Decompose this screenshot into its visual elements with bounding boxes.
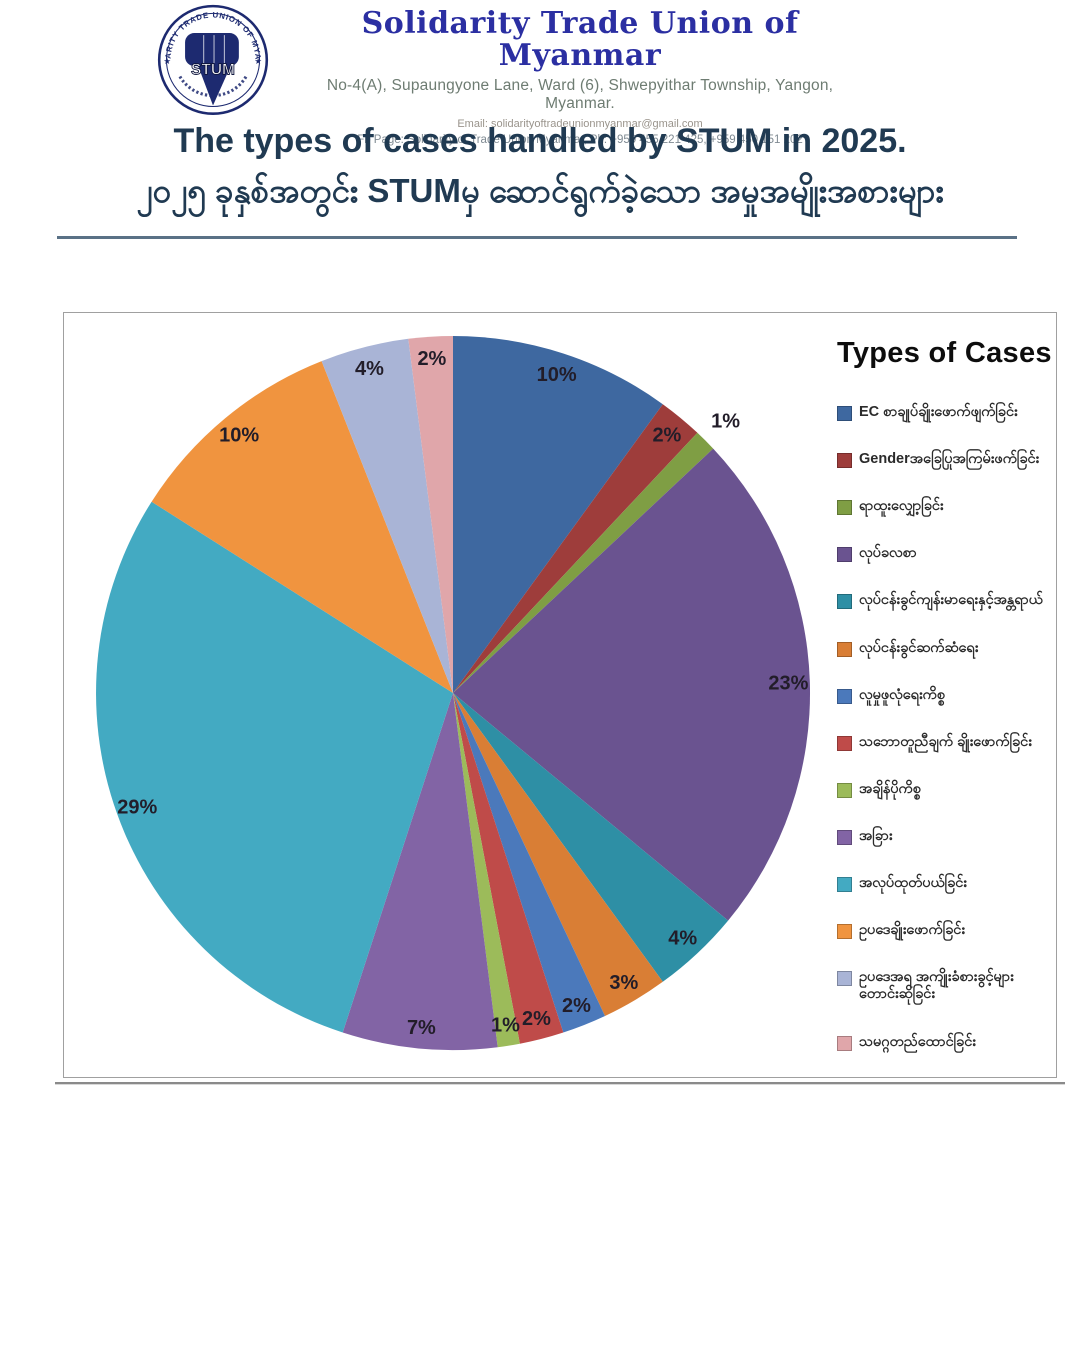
legend-item: သမဂ္ဂတည်ထောင်ခြင်း	[837, 1034, 1052, 1051]
logo-star-right: ★	[254, 57, 261, 66]
legend-item-label: ဥပဒေချိုးဖောက်ခြင်း	[859, 922, 966, 939]
legend-item-label: အခြား	[859, 827, 893, 844]
stum-logo: SOLIDARITY TRADE UNION OF MYANMAR ★ ★ ST…	[149, 0, 273, 122]
legend-title: Types of Cases	[837, 337, 1052, 369]
legend-item-label: Genderအခြေပြုအကြမ်းဖက်ခြင်း	[859, 451, 1040, 468]
legend-item: EC စာချုပ်ချိုးဖောက်ဖျက်ခြင်း	[837, 404, 1052, 421]
fist-arm	[197, 64, 231, 106]
legend-item-label: သမဂ္ဂတည်ထောင်ခြင်း	[859, 1033, 976, 1050]
legend-item: သဘောတူညီချက် ချိုးဖောက်ခြင်း	[837, 734, 1052, 751]
legend-swatch-icon	[837, 1035, 852, 1051]
pie-slice-label: 4%	[355, 358, 384, 380]
pie-slice-label: 4%	[668, 928, 697, 950]
legend-swatch-icon	[837, 406, 852, 421]
stum-seal-icon: SOLIDARITY TRADE UNION OF MYANMAR ★ ★ ST…	[149, 0, 269, 116]
legend-swatch-icon	[837, 971, 852, 987]
legend-swatch-icon	[837, 735, 852, 751]
pie-slice-label: 10%	[219, 424, 259, 446]
legend-swatch-icon	[837, 594, 852, 610]
pie-slice	[96, 501, 453, 1033]
legend-swatch-icon	[837, 829, 852, 845]
org-fb-line: Fb Page: Solidarity of Trade Union Myanm…	[357, 134, 803, 146]
bottom-divider	[55, 1082, 1065, 1085]
org-name: Solidarity Trade Union of Myanmar	[361, 6, 799, 73]
legend-item-label: ဥပဒေအရ အကျိုးခံစားခွင့်များ တောင်းဆိုခြင…	[859, 969, 1014, 1003]
pie-slice-label: 2%	[417, 348, 446, 370]
header: Solidarity Trade Union of Myanmar No-4(A…	[290, 8, 870, 146]
legend-item-label: လုပ်ခလစာ	[859, 545, 917, 562]
pie-slice-label: 2%	[522, 1008, 551, 1030]
legend-item-label: ရာထူးလျှော့ခြင်း	[859, 498, 944, 515]
fist-icon	[185, 33, 239, 67]
pie-slice-label: 2%	[562, 995, 591, 1017]
pie-slice	[342, 693, 498, 1050]
pie-slice	[453, 693, 520, 1048]
legend-item: အခြား	[837, 828, 1052, 845]
pie-chart: 10%2%1%23%4%3%2%2%1%7%29%10%4% 2%	[96, 336, 811, 1050]
pie-slice-label: 7%	[407, 1017, 436, 1039]
legend-item-label: EC စာချုပ်ချိုးဖောက်ဖျက်ခြင်း	[859, 404, 1018, 420]
pie-slice	[453, 448, 811, 921]
legend-item-label: လုပ်ငန်းခွင်ဆက်ဆံရေး	[859, 639, 979, 656]
legend-item: ဥပဒေအရ အကျိုးခံစားခွင့်များ တောင်းဆိုခြင…	[837, 969, 1052, 1003]
legend-item: ရာထူးလျှော့ခြင်း	[837, 498, 1052, 516]
pie-slice	[321, 338, 453, 693]
pie-slice	[408, 336, 453, 693]
pie-slice-label: 29%	[117, 797, 157, 819]
legend-item: လုပ်ငန်းခွင်ကျန်းမာရေးနှင့်အန္တရာယ်	[837, 592, 1052, 610]
legend-item: လူမှုဖူလုံရေးကိစ္စ	[837, 687, 1052, 704]
pie-slice-label: 3%	[609, 972, 638, 994]
legend-item: အလုပ်ထုတ်ပယ်ခြင်း	[837, 875, 1052, 893]
legend-swatch-icon	[837, 547, 852, 563]
legend-swatch-icon	[837, 782, 852, 798]
pie-slice	[453, 693, 729, 982]
legend-item-label: လူမှုဖူလုံရေးကိစ္စ	[859, 686, 945, 703]
legend-swatch-icon	[837, 500, 852, 516]
legend-item: လုပ်ခလစာ	[837, 545, 1052, 563]
legend-item-label: အလုပ်ထုတ်ပယ်ခြင်း	[859, 875, 967, 892]
pie-slice	[453, 693, 605, 1033]
legend-swatch-icon	[837, 688, 852, 704]
page-title-burmese: ၂၀၂၅ ခုနှစ်အတွင်း STUMမှ ဆောင်ရွက်ခဲ့သော…	[136, 172, 944, 209]
legend-item: အချိန်ပိုကိစ္စ	[837, 781, 1052, 798]
pie-slice	[453, 693, 564, 1044]
pie-slice	[453, 693, 663, 1016]
pie-slice-label: 1%	[711, 410, 740, 432]
pie-chart-frame: 10% 2% 1% 23% 4% 3% 2% 2% 1% 7% 29% 10% 4% 2% Types o…	[63, 312, 1057, 1078]
legend-item: လုပ်ငန်းခွင်ဆက်ဆံရေး	[837, 640, 1052, 657]
legend-swatch-icon	[837, 877, 852, 893]
pie-slice	[453, 336, 663, 693]
legend-item: ဥပဒေချိုးဖောက်ခြင်း	[837, 922, 1052, 940]
chart-legend: Types of Cases EC စာချုပ်ချိုးဖောက်ဖျက်ခ…	[837, 337, 1052, 1081]
logo-acronym: STUM	[191, 61, 235, 78]
pie-slice-label: 1%	[491, 1014, 520, 1036]
org-email: Email: solidarityoftradeunionmyanmar@gma…	[457, 118, 703, 130]
legend-swatch-icon	[837, 641, 852, 657]
legend-item: Genderအခြေပြုအကြမ်းဖက်ခြင်း	[837, 451, 1052, 469]
pie-slice-label: 2%	[652, 424, 681, 446]
legend-item-label: လုပ်ငန်းခွင်ကျန်းမာရေးနှင့်အန္တရာယ်	[859, 592, 1043, 609]
org-address: No-4(A), Supaungyone Lane, Ward (6), Shw…	[326, 77, 834, 112]
legend-swatch-icon	[837, 453, 852, 469]
legend-swatch-icon	[837, 924, 852, 940]
pie-slice	[453, 404, 698, 693]
legend-items: EC စာချုပ်ချိုးဖောက်ဖျက်ခြင်း Genderအခြေပ…	[837, 404, 1052, 1051]
legend-item-label: အချိန်ပိုကိစ္စ	[859, 780, 921, 797]
pie-slice	[151, 361, 453, 693]
pie-slice-label: 10%	[537, 364, 577, 386]
logo-bottom-script	[178, 75, 248, 98]
pie-slice	[453, 432, 714, 693]
logo-star-left: ★	[163, 57, 170, 66]
title-underline	[57, 236, 1017, 239]
pie-slice-label: 23%	[768, 673, 808, 695]
legend-item-label: သဘောတူညီချက် ချိုးဖောက်ခြင်း	[859, 733, 1032, 750]
page-title-english: The types of cases handled by STUM in 20…	[173, 122, 907, 160]
